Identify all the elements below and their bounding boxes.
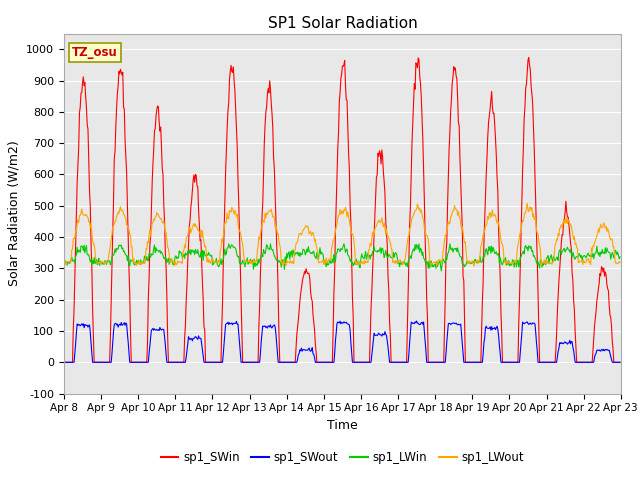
X-axis label: Time: Time (327, 419, 358, 432)
sp1_LWin (127, 258, 135, 264)
sp1_LWin (616, 254, 624, 260)
sp1_SWin (184, 259, 191, 264)
Line: sp1_LWin: sp1_LWin (64, 244, 620, 271)
Line: sp1_SWin: sp1_SWin (64, 58, 620, 362)
sp1_SWout (616, 360, 624, 365)
sp1_SWin (127, 360, 135, 365)
sp1_SWin (213, 360, 221, 365)
sp1_SWout (184, 341, 191, 347)
sp1_SWin (70, 307, 78, 312)
sp1_LWin (410, 248, 418, 254)
sp1_LWin (184, 249, 191, 254)
sp1_SWout (413, 318, 420, 324)
sp1_LWout (60, 259, 68, 264)
sp1_SWin (410, 101, 417, 107)
sp1_SWout (70, 360, 78, 365)
Legend: sp1_SWin, sp1_SWout, sp1_LWin, sp1_LWout: sp1_SWin, sp1_SWout, sp1_LWin, sp1_LWout (156, 446, 529, 469)
sp1_LWin (213, 261, 221, 267)
sp1_LWout (426, 258, 434, 264)
sp1_LWout (213, 260, 221, 266)
sp1_SWout (427, 360, 435, 365)
Text: TZ_osu: TZ_osu (72, 46, 118, 59)
sp1_LWin (60, 258, 68, 264)
sp1_SWin (525, 55, 532, 60)
sp1_LWout (616, 260, 624, 265)
sp1_LWin (340, 241, 348, 247)
sp1_SWin (616, 360, 624, 365)
Line: sp1_SWout: sp1_SWout (64, 321, 620, 362)
sp1_LWout (127, 244, 135, 250)
sp1_LWin (427, 259, 435, 264)
sp1_LWout (524, 201, 531, 206)
Title: SP1 Solar Radiation: SP1 Solar Radiation (268, 16, 417, 31)
sp1_LWout (184, 232, 191, 238)
sp1_LWout (470, 264, 477, 269)
sp1_SWout (213, 360, 221, 365)
sp1_SWin (426, 360, 434, 365)
sp1_LWout (70, 235, 78, 241)
sp1_SWout (60, 360, 68, 365)
Line: sp1_LWout: sp1_LWout (64, 204, 620, 266)
sp1_LWout (410, 212, 417, 218)
sp1_SWout (127, 360, 135, 365)
sp1_LWin (70, 257, 78, 263)
sp1_LWin (438, 268, 445, 274)
sp1_SWout (410, 320, 417, 326)
sp1_SWin (60, 360, 68, 365)
Y-axis label: Solar Radiation (W/m2): Solar Radiation (W/m2) (8, 141, 20, 287)
